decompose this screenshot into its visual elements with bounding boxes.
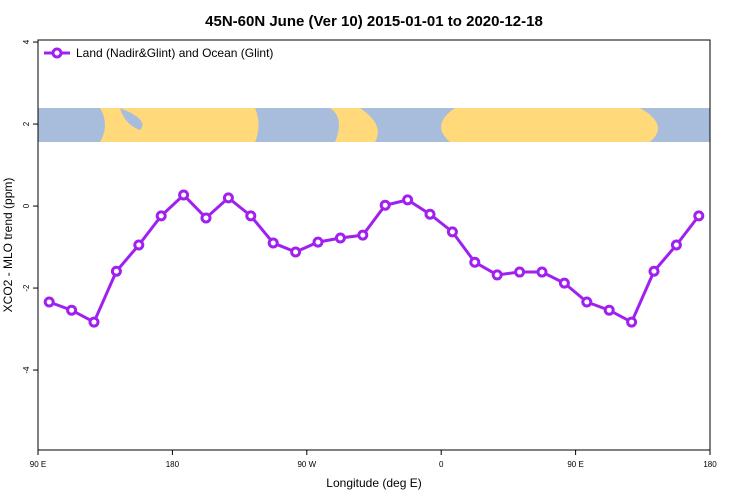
data-point: [110, 265, 122, 277]
data-point: [357, 229, 369, 241]
data-point: [693, 210, 705, 222]
data-point: [88, 316, 100, 328]
map-ocean: [640, 108, 710, 142]
data-point: [603, 304, 615, 316]
chart-title: 45N-60N June (Ver 10) 2015-01-01 to 2020…: [205, 13, 543, 30]
legend: Land (Nadir&Glint) and Ocean (Glint): [44, 46, 273, 60]
map-ocean: [255, 108, 339, 142]
plot-frame: [37, 39, 711, 451]
legend-marker: [51, 47, 63, 59]
data-point: [446, 226, 458, 238]
y-axis-label: XCO2 - MLO trend (ppm): [1, 178, 15, 313]
map-ocean: [120, 108, 143, 130]
data-point: [133, 239, 145, 251]
x-tick-label: 0: [439, 460, 444, 469]
data-point: [43, 296, 55, 308]
data-point: [290, 246, 302, 258]
legend-label: Land (Nadir&Glint) and Ocean (Glint): [76, 46, 273, 60]
data-point: [267, 237, 279, 249]
x-tick-label: 90 E: [567, 460, 583, 469]
data-point: [402, 194, 414, 206]
data-point: [424, 208, 436, 220]
data-point: [626, 316, 638, 328]
x-tick-label: 180: [703, 460, 717, 469]
map-band: [38, 108, 710, 142]
x-axis-label: Longitude (deg E): [326, 476, 421, 490]
data-point: [312, 236, 324, 248]
y-tick-label: 2: [22, 121, 31, 126]
data-point: [670, 239, 682, 251]
data-point: [200, 212, 212, 224]
y-tick-label: 4: [22, 39, 31, 44]
data-point: [334, 232, 346, 244]
y-tick-label: -2: [22, 284, 31, 292]
map-ocean: [360, 108, 455, 142]
data-point: [66, 304, 78, 316]
y-tick-label: -4: [22, 366, 31, 374]
x-tick-label: 180: [166, 460, 180, 469]
data-point: [558, 277, 570, 289]
data-point: [379, 199, 391, 211]
x-tick-label: 90 W: [297, 460, 316, 469]
series-line: [48, 192, 700, 325]
x-tick-label: 90 E: [30, 460, 46, 469]
y-tick-label: 0: [22, 203, 31, 208]
data-point: [245, 210, 257, 222]
data-point: [536, 266, 548, 278]
data-point: [491, 269, 503, 281]
data-point: [469, 256, 481, 268]
data-point: [581, 296, 593, 308]
data-point: [178, 189, 190, 201]
data-point: [648, 265, 660, 277]
data-point: [222, 192, 234, 204]
data-point: [514, 266, 526, 278]
data-point: [155, 210, 167, 222]
map-ocean: [38, 108, 105, 142]
